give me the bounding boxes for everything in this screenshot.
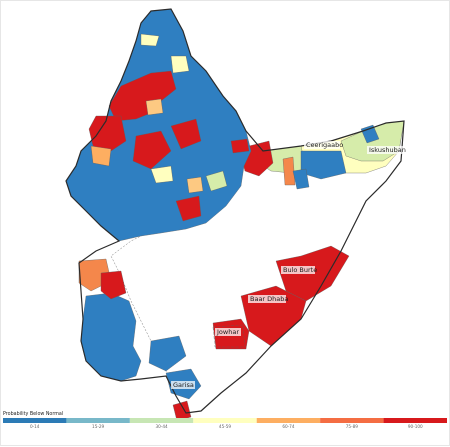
svg-text:Baar Dhaba: Baar Dhaba xyxy=(250,295,288,303)
svg-text:Jowhar: Jowhar xyxy=(216,328,239,336)
kenya-northwest-red xyxy=(100,270,127,300)
legend-swatch-0 xyxy=(3,418,67,423)
ethiopia-yellow-2 xyxy=(170,55,190,74)
label-bulo-burte: Bulo Burte xyxy=(281,266,317,274)
label-ceerigaabo: Ceerigaabo xyxy=(304,141,343,149)
legend-tick-4: 60-74 xyxy=(282,424,295,429)
svg-text:Probability Below Normal: Probability Below Normal xyxy=(3,411,63,417)
kenya-east-blue xyxy=(148,335,187,372)
ethiopia-yellow-1 xyxy=(150,165,174,184)
district-somaliland-blue2 xyxy=(292,168,310,190)
legend-swatch-5 xyxy=(320,418,384,423)
somalia-red-outline-box xyxy=(212,324,246,348)
legend-swatch-1 xyxy=(66,418,130,423)
border-outline xyxy=(65,8,405,414)
label-baar-dhaba: Baar Dhaba xyxy=(248,295,288,303)
ethiopia-lightgreen-1 xyxy=(205,170,228,192)
legend-tick-5: 75-89 xyxy=(346,424,359,429)
svg-text:Bulo Burte: Bulo Burte xyxy=(283,266,317,274)
district-somaliland-orange xyxy=(282,156,296,186)
legend: Probability Below Normal 0-14 15-29 30-44 4… xyxy=(3,411,447,429)
ethiopia-red-south xyxy=(175,195,202,222)
label-iskushuban: Iskushuban xyxy=(367,146,406,154)
district-somaliland-blue xyxy=(300,150,347,180)
ethiopia-lightorange-1 xyxy=(186,176,204,194)
svg-text:Garisa: Garisa xyxy=(173,381,194,389)
kenya-coast-red xyxy=(172,400,192,422)
legend-tick-0: 0-14 xyxy=(30,424,40,429)
svg-text:Ceerigaabo: Ceerigaabo xyxy=(306,141,343,149)
kenya-west-blue xyxy=(80,292,142,382)
legend-tick-6: 90-100 xyxy=(408,424,423,429)
legend-tick-1: 15-29 xyxy=(92,424,105,429)
legend-swatch-6 xyxy=(383,418,447,423)
ethiopia-red-west xyxy=(88,115,127,152)
svg-text:Iskushuban: Iskushuban xyxy=(369,146,406,154)
ethiopia-red-small-1 xyxy=(230,138,250,154)
legend-swatch-4 xyxy=(256,418,321,423)
label-jowhar: Jowhar xyxy=(215,328,241,336)
label-garisa: Garisa xyxy=(171,381,195,389)
ethiopia-lightorange-2 xyxy=(145,98,164,116)
legend-swatch-3 xyxy=(193,418,257,423)
ethiopia-orange-1 xyxy=(90,145,112,167)
ethiopia-yellow-3 xyxy=(140,33,160,47)
ethiopia-red-center xyxy=(132,130,172,170)
legend-tick-2: 30-44 xyxy=(155,424,168,429)
legend-tick-3: 45-59 xyxy=(219,424,232,429)
ethiopia-red-east xyxy=(170,118,202,150)
legend-swatch-2 xyxy=(129,418,194,423)
